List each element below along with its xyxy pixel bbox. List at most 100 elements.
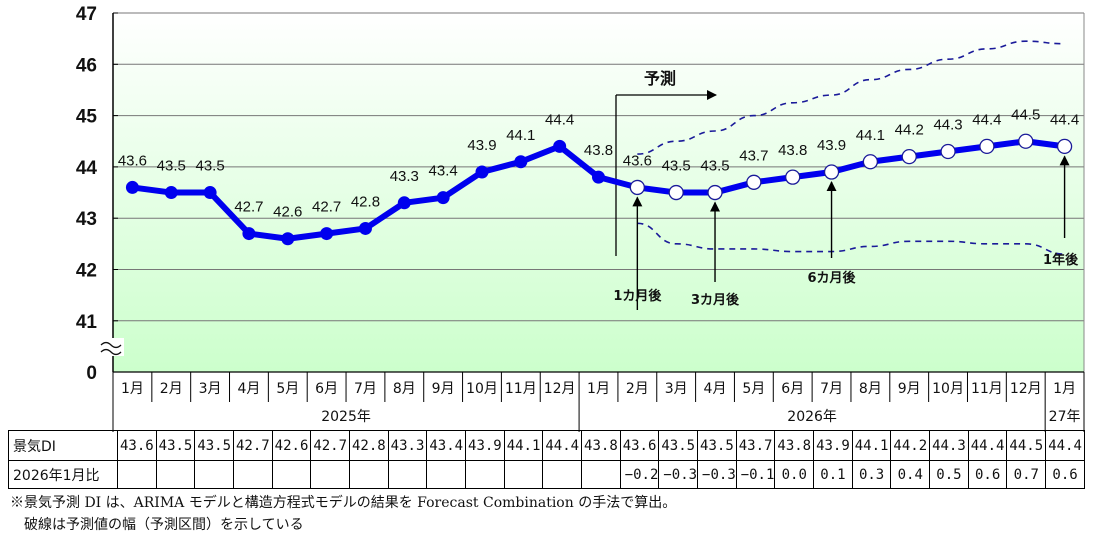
comparison-value-cell [310,460,351,489]
month-label: 6月 [781,381,804,397]
comparison-value-cell [387,460,428,489]
data-label: 43.8 [584,142,613,159]
di-value-cell: 43.5 [155,430,196,461]
footnote-dashed-lines: 破線は予測値の幅（予測区間）を示している [10,517,304,533]
y-tick-label: 47 [76,4,97,25]
di-value-cell: 43.5 [194,430,235,461]
comparison-value-cell [233,460,273,489]
di-value-cell: 43.4 [426,430,467,461]
comparison-value-cell [271,460,312,489]
data-point [397,196,411,210]
comparison-value-cell [155,460,196,489]
forecast-point [823,164,840,180]
data-label: 43.6 [623,152,652,169]
data-label: 42.8 [351,193,380,210]
data-label: 43.6 [118,152,147,169]
horizon-label: 6カ月後 [808,270,857,286]
data-label: 43.5 [700,158,729,175]
di-value-cell: 44.3 [929,430,969,461]
month-label: 2月 [160,381,183,397]
di-value-cell: 43.6 [619,430,660,461]
month-label: 7月 [820,381,843,397]
data-point [125,180,139,194]
data-point [203,186,217,200]
forecast-label: 予測 [644,69,676,88]
data-label: 44.2 [895,122,924,139]
comparison-value-cell: 0.0 [774,460,815,489]
month-label: 10月 [466,381,498,397]
data-labels: 43.6 43.5 43.5 42.7 42.6 42.7 42.8 43.3 43.4 43.9… [118,106,1079,220]
di-value-cell: 44.2 [890,430,931,461]
month-label: 5月 [742,381,765,397]
data-label: 43.9 [817,137,846,154]
y-tick-label: 46 [76,55,97,76]
y-tick-label: 43 [76,209,97,230]
di-value-cell: 44.1 [503,430,544,461]
data-label: 44.1 [506,127,535,144]
month-label: 4月 [237,381,260,397]
month-label: 5月 [276,381,299,397]
data-label: 42.7 [312,199,341,216]
month-label: 7月 [354,381,377,397]
forecast-point [668,184,684,201]
di-value-cell: 44.1 [851,430,892,461]
forecast-point [785,169,801,185]
comparison-value-cell [117,460,157,489]
data-label: 44.4 [972,111,1001,128]
y-tick-label: 44 [76,158,98,179]
data-label: 43.4 [429,163,458,180]
month-label: 1月 [1053,381,1076,397]
data-label: 43.5 [662,158,691,175]
data-label: 43.5 [157,158,186,175]
comparison-value-cell [349,460,389,489]
year-label: 2026年 [787,409,837,425]
forecast-point [1056,138,1073,155]
forecast-point [746,174,762,190]
comparison-value-cell: −0.3 [658,460,699,489]
data-label: 44.4 [1050,111,1079,128]
y-tick-label: 45 [76,107,98,128]
table-row-di: 景気DI 43.6 43.5 43.5 42.7 42.6 42.7 42.8 43.3 43.… [8,430,1085,461]
month-label: 11月 [505,381,537,397]
forecast-point [862,154,879,170]
comparison-value-cell: −0.3 [697,460,737,489]
y-tick-label: 41 [76,312,98,333]
y-axis-ticks: 47 46 45 44 43 42 41 0 [76,4,98,384]
comparison-value-cell [194,460,235,489]
data-label: 42.6 [273,204,302,221]
data-point [320,227,334,241]
y-tick-label: 42 [76,261,97,282]
comparison-value-cell: 0.6 [967,460,1008,489]
comparison-value-cell [542,460,583,489]
band-line [637,40,1065,155]
forecast-point [629,179,645,196]
year-label: 27年 [1049,409,1081,425]
forecast-point [979,138,995,155]
month-label: 3月 [199,381,222,397]
row-label-di: 景気DI [8,430,118,461]
data-point [592,170,605,184]
data-point [164,186,178,200]
footnotes: ※景気予測 DI は、ARIMA モデルと構造方程式モデルの結果を Foreca… [10,492,676,536]
month-label: 9月 [898,381,921,397]
di-value-cell: 42.7 [233,430,273,461]
comparison-value-cell: 0.4 [890,460,931,489]
month-label: 12月 [1010,381,1042,397]
horizon-label: 3カ月後 [691,292,740,308]
di-value-cell: 44.4 [1045,430,1085,461]
forecast-start-marker: 予測 [615,69,717,256]
comparison-value-cell: 0.6 [1045,460,1085,489]
data-point [281,232,295,246]
data-point [242,227,256,241]
plot-area [113,13,1084,372]
di-value-cell: 43.5 [697,430,737,461]
data-point [514,155,528,169]
di-value-cell: 42.8 [349,430,389,461]
horizon-label: 1年後 [1043,252,1079,268]
di-value-cell: 43.8 [774,430,815,461]
comparison-value-cell: 0.3 [851,460,892,489]
data-label: 43.3 [390,168,419,185]
di-value-cell: 42.7 [310,430,351,461]
di-value-cell: 43.6 [117,430,157,461]
